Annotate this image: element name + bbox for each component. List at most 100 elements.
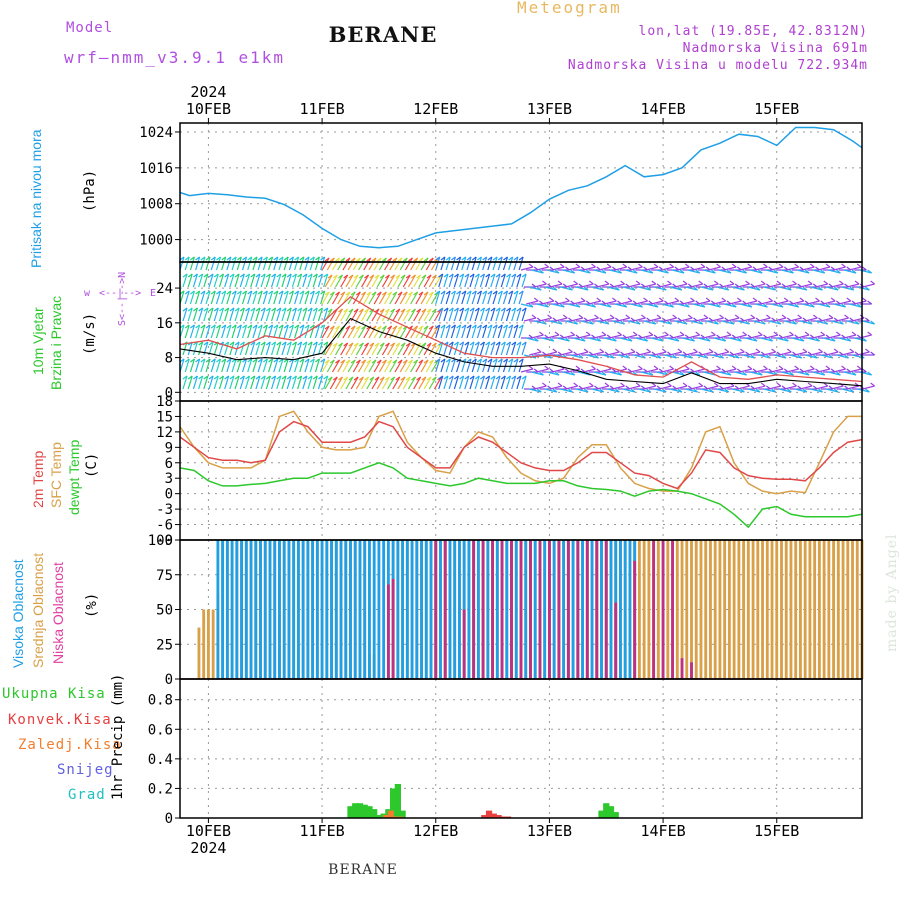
- wind-arrow: [521, 341, 527, 356]
- wind-arrow-barb: [585, 269, 591, 274]
- cloud-low-bar: [386, 584, 390, 679]
- wind-arrow: [286, 307, 292, 322]
- wind-arrow-barb: [358, 376, 364, 381]
- wind-arrow-barb: [783, 297, 789, 302]
- wind-arrow: [224, 273, 230, 288]
- precip-total-bar: [352, 803, 359, 818]
- wind-arrow-barb: [193, 273, 198, 278]
- wind-arrow: [682, 337, 695, 342]
- wind-arrow-barb: [554, 331, 560, 336]
- wind-arrow: [567, 303, 581, 308]
- wind-arrow-barb: [182, 307, 188, 312]
- wind-arrow: [184, 290, 190, 305]
- wind-arrow-barb: [435, 256, 441, 261]
- cloud-high-bar: [230, 540, 234, 679]
- wind-arrow: [428, 308, 437, 322]
- wind-arrow-barb: [506, 307, 511, 312]
- wind-arrow-barb: [265, 375, 271, 380]
- cloud-mid-bar: [737, 540, 741, 679]
- wind-arrow: [247, 324, 253, 339]
- cloud-mid-bar: [784, 540, 788, 679]
- wind-arrow: [516, 273, 522, 288]
- wind-arrow-barb: [646, 286, 651, 291]
- wind-arrow: [443, 341, 449, 356]
- wind-arrow: [195, 358, 201, 373]
- wind-arrow: [450, 358, 456, 373]
- wind-arrow: [350, 274, 359, 288]
- wind-arrow-barb: [208, 307, 214, 312]
- wind-arrow: [334, 376, 344, 390]
- wind-arrow-barb: [865, 388, 870, 393]
- wind-arrow-barb: [508, 358, 514, 363]
- wind-arrow-barb: [477, 290, 482, 295]
- wind-arrow: [817, 266, 831, 271]
- wind-arrow: [428, 342, 437, 356]
- wind-arrow: [371, 274, 380, 288]
- wind-arrow: [482, 290, 488, 305]
- wind-arrow: [321, 257, 330, 271]
- wind-arrow-barb: [374, 342, 380, 347]
- wind-arrow-barb: [708, 388, 714, 393]
- cloud-mid-bar: [718, 540, 722, 679]
- wind-arrow: [617, 317, 630, 322]
- cloud-high-bar: [562, 540, 566, 679]
- wind-arrow-barb: [440, 256, 446, 261]
- precip-total-bar: [361, 804, 368, 818]
- wind-arrow-barb: [755, 348, 761, 353]
- y-tick-label: 3: [165, 471, 173, 487]
- wind-arrow-barb: [825, 263, 831, 268]
- wind-arrow: [373, 291, 382, 305]
- wind-arrow: [221, 256, 227, 271]
- wind-arrow: [838, 337, 851, 342]
- wind-arrow: [368, 325, 377, 339]
- cloud-mid-bar: [709, 540, 712, 679]
- y-tick-label: 0.4: [148, 752, 173, 768]
- wind-arrow: [407, 376, 416, 390]
- wind-arrow-barb: [794, 365, 800, 370]
- wind-arrow-barb: [265, 341, 271, 346]
- wind-arrow-barb: [268, 324, 273, 329]
- cloud-high-bar: [363, 540, 367, 679]
- wind-arrow: [453, 375, 459, 390]
- wind-arrow: [226, 358, 232, 373]
- wind-arrow-barb: [302, 307, 308, 312]
- wind-arrow: [273, 256, 279, 271]
- wind-arrow: [324, 274, 333, 288]
- wind-arrow-barb: [734, 314, 740, 319]
- wind-arrow: [466, 324, 472, 339]
- wind-arrow: [323, 273, 329, 288]
- cloud-high-bar: [476, 540, 480, 679]
- wind-arrow-barb: [416, 342, 422, 347]
- wind-arrow: [469, 375, 475, 390]
- cloud-low-bar: [633, 560, 637, 679]
- wind-arrow-barb: [487, 324, 493, 329]
- wind-arrow-barb: [789, 371, 794, 376]
- cloud-low-bar: [690, 662, 693, 679]
- wind-arrow-barb: [418, 291, 424, 296]
- cloud-low-bar: [491, 540, 495, 679]
- wind-arrow: [302, 341, 308, 356]
- wind-arrow-barb: [382, 325, 387, 330]
- cloud-high-bar: [609, 540, 613, 679]
- wind-arrow-barb: [348, 376, 354, 381]
- wind-arrow-barb: [497, 324, 503, 329]
- wind-arrow: [479, 307, 486, 322]
- wind-arrow: [260, 341, 266, 356]
- wind-arrow: [294, 256, 300, 271]
- wind-arrow: [281, 341, 287, 356]
- wind-arrow: [586, 354, 599, 359]
- wind-arrow-barb: [480, 341, 485, 346]
- cloud-mid-bar: [746, 540, 750, 679]
- wind-arrow: [520, 303, 534, 308]
- wind-arrow-barb: [443, 307, 449, 312]
- wind-arrow: [241, 256, 248, 271]
- wind-arrow: [781, 334, 794, 339]
- wind-arrow-barb: [536, 286, 542, 291]
- wind-arrow: [394, 291, 403, 305]
- wind-arrow-barb: [617, 371, 622, 376]
- wind-arrow: [854, 337, 867, 342]
- wind-arrow-barb: [451, 324, 456, 329]
- cloud-low-bar: [661, 540, 665, 679]
- wind-arrow: [262, 358, 268, 373]
- wind-arrow: [255, 341, 261, 356]
